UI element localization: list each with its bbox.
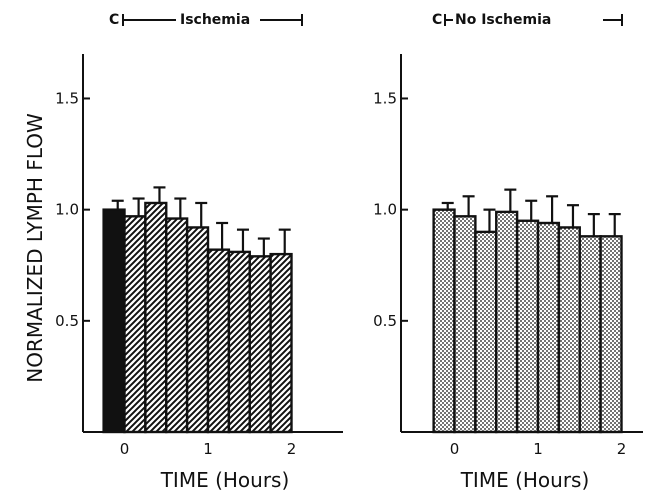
ischemia-bar bbox=[165, 217, 189, 434]
no-ischemia-header-period: No Ischemia bbox=[455, 12, 551, 28]
ischemia-header: C Ischemia bbox=[109, 12, 303, 28]
no-ischemia-bar bbox=[474, 230, 498, 434]
ischemia-x-tick-label: 2 bbox=[287, 440, 297, 458]
no-ischemia-x-tick-label: 2 bbox=[617, 440, 627, 458]
ischemia-bar bbox=[248, 255, 272, 434]
no-ischemia-bar bbox=[536, 221, 561, 434]
ischemia-y-tick-label: 1.5 bbox=[55, 89, 79, 107]
no-ischemia-x-axis-title: TIME (Hours) bbox=[460, 468, 590, 492]
no-ischemia-x-tick-label: 0 bbox=[450, 440, 460, 458]
ischemia-bars bbox=[102, 201, 293, 434]
no-ischemia-bar bbox=[557, 226, 581, 434]
ischemia-y-ticks: 0.5 1.0 1.5 bbox=[55, 89, 90, 330]
ischemia-bar bbox=[227, 250, 251, 434]
ischemia-bar bbox=[269, 252, 293, 434]
ischemia-bar bbox=[206, 248, 231, 434]
ischemia-bar bbox=[102, 208, 126, 434]
no-ischemia-bars bbox=[432, 208, 623, 434]
no-ischemia-x-tick-label: 1 bbox=[533, 440, 543, 458]
ischemia-bar bbox=[144, 201, 168, 434]
no-ischemia-header-control: C bbox=[432, 12, 442, 28]
no-ischemia-error-bars bbox=[441, 188, 621, 237]
no-ischemia-bar bbox=[599, 235, 623, 434]
ischemia-bar bbox=[185, 226, 210, 434]
no-ischemia-bar bbox=[515, 219, 540, 434]
ischemia-bar bbox=[123, 215, 147, 434]
no-ischemia-y-tick-label: 0.5 bbox=[373, 312, 397, 330]
no-ischemia-header: C No Ischemia bbox=[432, 12, 623, 28]
no-ischemia-y-tick-label: 1.5 bbox=[373, 89, 397, 107]
ischemia-panel: C Ischemia 0.5 1.0 1.5 0 1 2 TIME (Hours) bbox=[55, 12, 343, 492]
no-ischemia-y-ticks: 0.5 1.0 1.5 bbox=[373, 89, 408, 330]
ischemia-header-period: Ischemia bbox=[180, 12, 250, 28]
no-ischemia-bar bbox=[578, 235, 602, 434]
y-axis-title: NORMALIZED LYMPH FLOW bbox=[23, 113, 47, 383]
no-ischemia-bar bbox=[453, 215, 477, 434]
ischemia-x-tick-label: 1 bbox=[203, 440, 213, 458]
no-ischemia-y-tick-label: 1.0 bbox=[373, 201, 397, 219]
ischemia-error-bars bbox=[111, 186, 291, 257]
no-ischemia-bar bbox=[432, 208, 456, 434]
ischemia-y-tick-label: 1.0 bbox=[55, 201, 79, 219]
ischemia-x-axis-title: TIME (Hours) bbox=[160, 468, 290, 492]
no-ischemia-panel: C No Ischemia 0.5 1.0 1.5 0 1 2 TIME (Hours) bbox=[373, 12, 643, 492]
ischemia-header-control: C bbox=[109, 12, 119, 28]
ischemia-y-tick-label: 0.5 bbox=[55, 312, 79, 330]
ischemia-x-tick-label: 0 bbox=[120, 440, 130, 458]
no-ischemia-bar bbox=[495, 210, 519, 434]
